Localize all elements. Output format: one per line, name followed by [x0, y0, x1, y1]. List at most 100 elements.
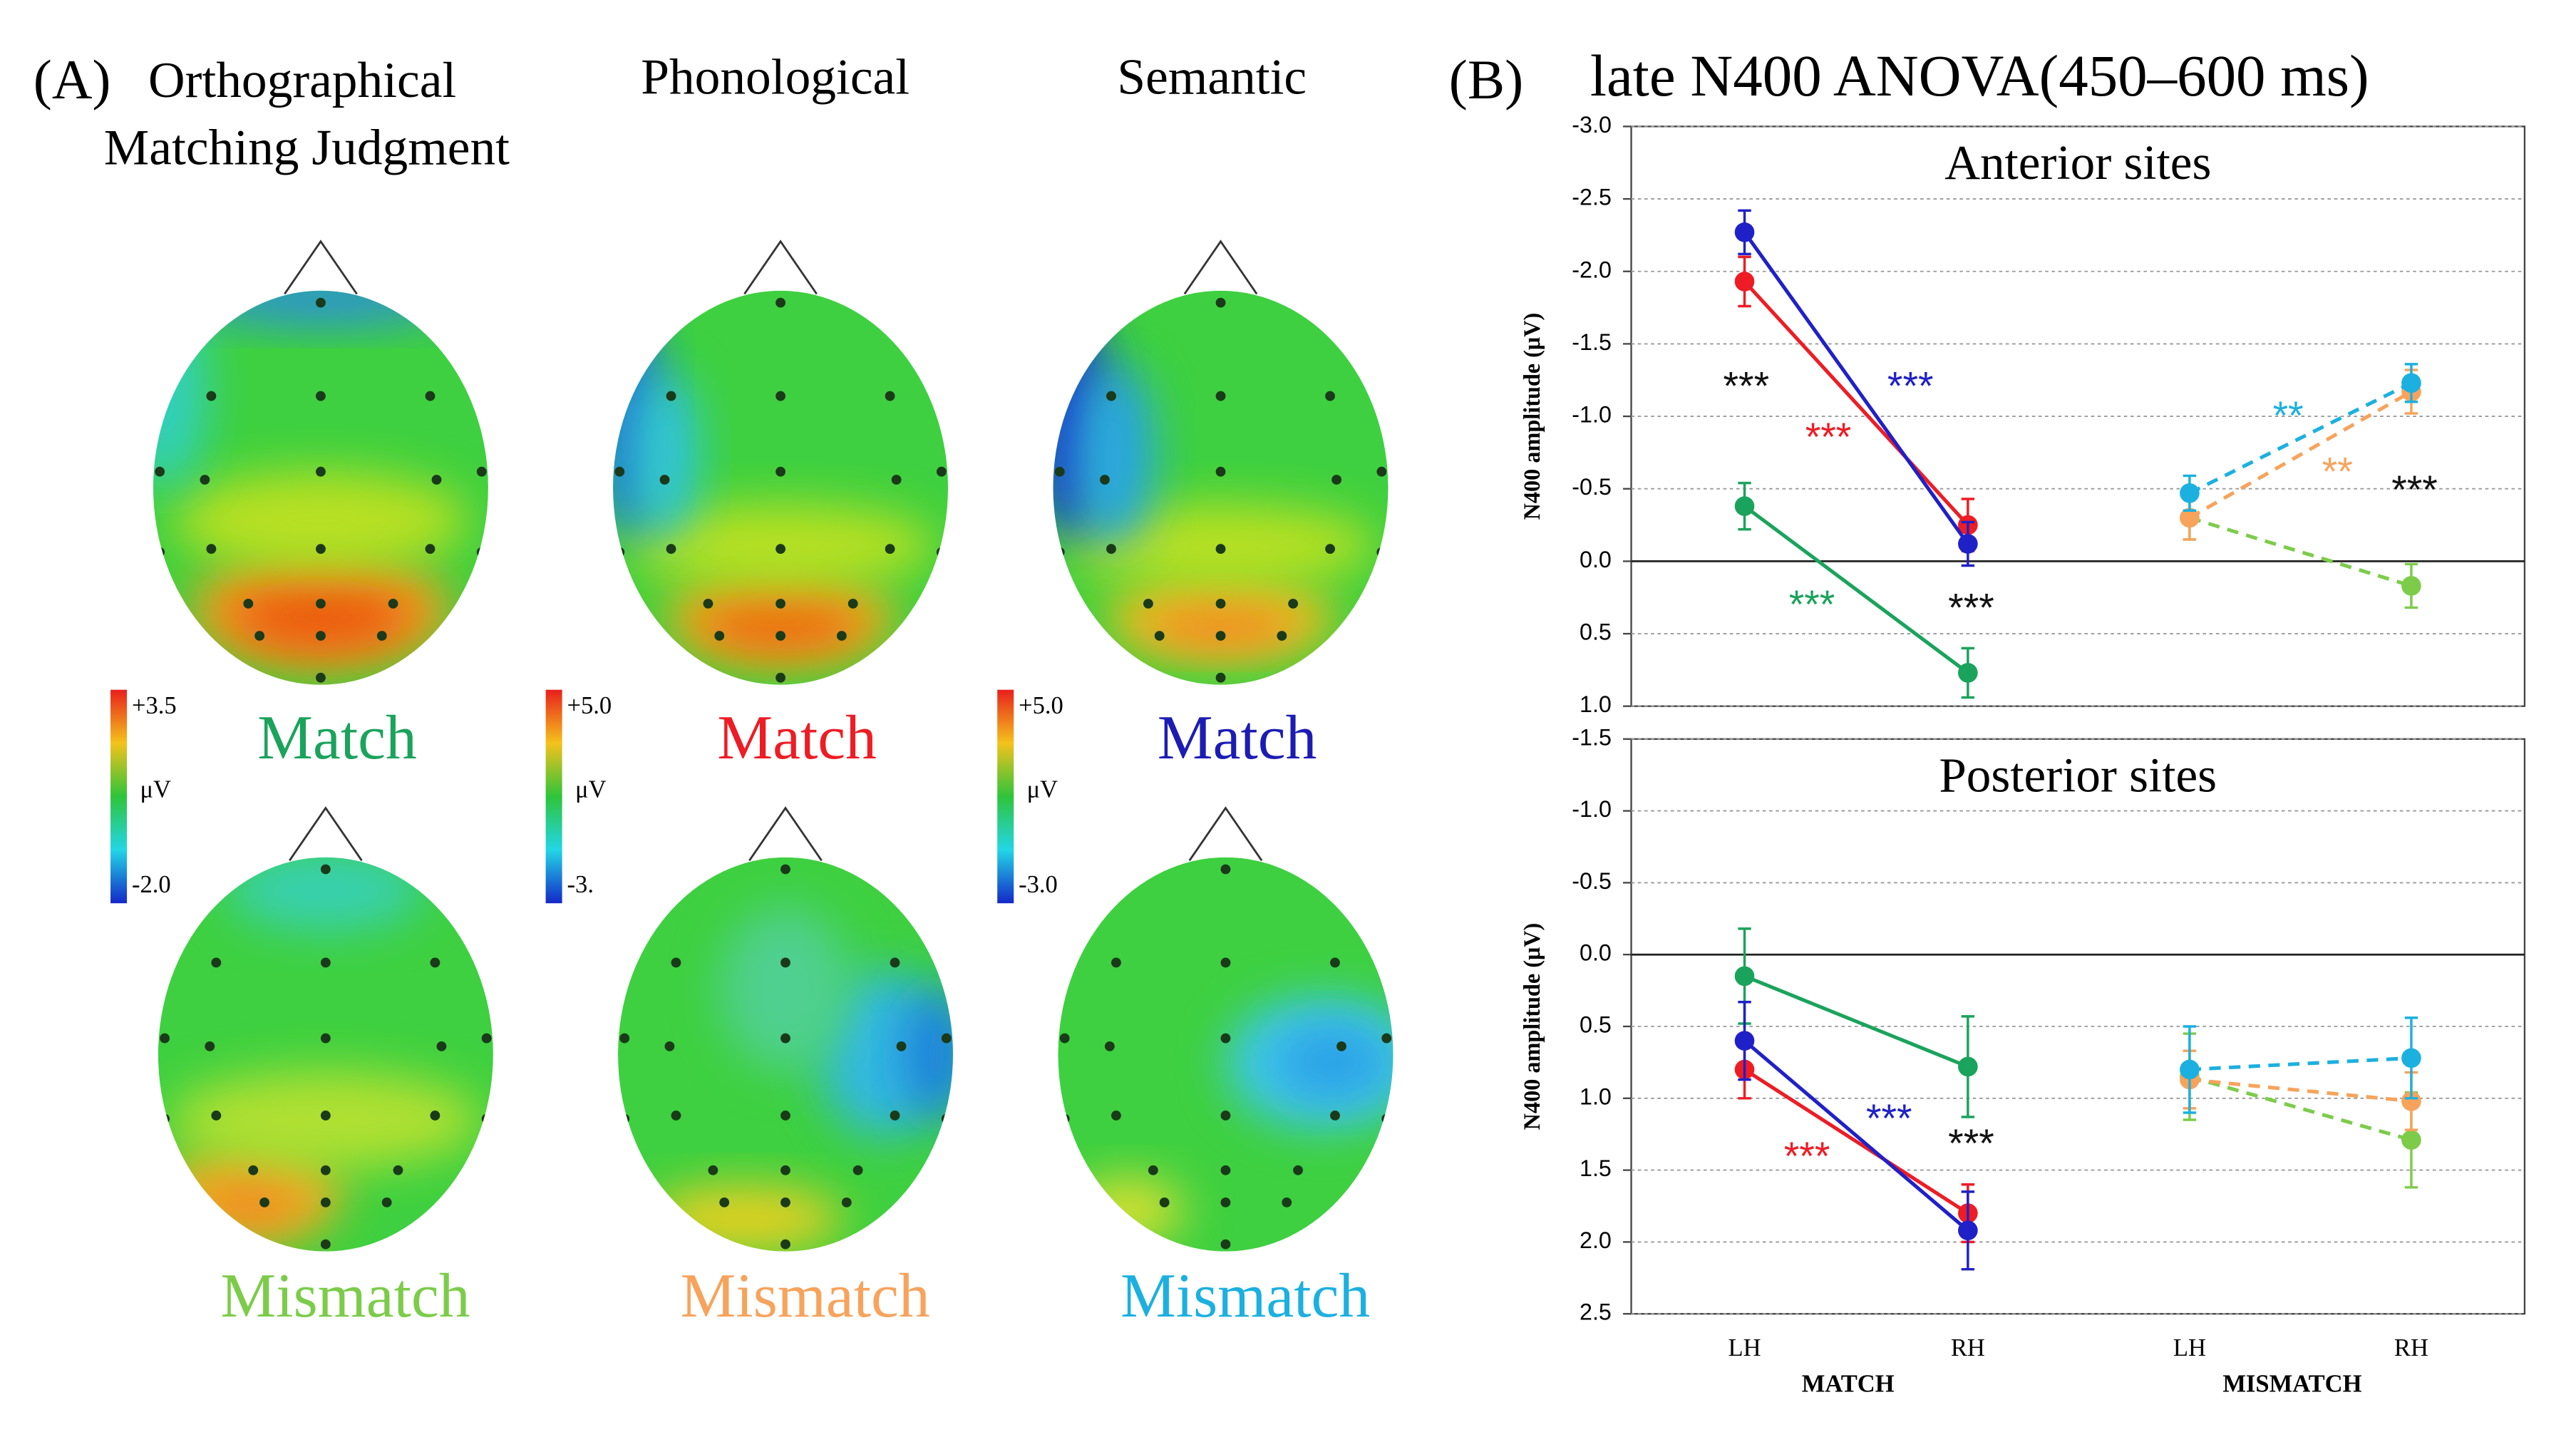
electrode — [1352, 631, 1363, 641]
electrode — [184, 1197, 194, 1207]
electrode — [430, 1111, 441, 1121]
nose — [284, 240, 358, 295]
electrode — [1277, 631, 1287, 641]
data-point — [1958, 1056, 1978, 1077]
electrode — [869, 1239, 880, 1250]
colorbar-unit: μV — [1027, 776, 1058, 803]
electrode — [1100, 475, 1110, 485]
electrode — [1215, 672, 1226, 683]
electrode — [666, 544, 676, 555]
electrode — [431, 475, 442, 485]
nose — [748, 806, 823, 862]
electrode — [481, 1033, 492, 1044]
scalp-map — [158, 857, 493, 1252]
electrode — [316, 598, 326, 609]
scalp-spot — [227, 857, 425, 932]
electrode — [1357, 1197, 1368, 1207]
electrode — [780, 1239, 790, 1250]
electrode — [1159, 1197, 1170, 1207]
electrode — [1058, 972, 1067, 982]
electrode — [425, 544, 436, 555]
electrode — [1054, 466, 1065, 477]
electrode — [316, 466, 326, 477]
y-axis-label: N400 amplitude (μV) — [1519, 923, 1545, 1130]
data-point — [1734, 222, 1755, 242]
electrode — [1148, 1165, 1158, 1175]
electrode — [206, 544, 217, 555]
data-point — [1734, 496, 1755, 516]
series-line — [1743, 1068, 1969, 1215]
electrode — [780, 1033, 790, 1044]
electrode — [1379, 405, 1389, 416]
y-tick-label: 0.0 — [1580, 547, 1612, 572]
electrode — [1376, 466, 1387, 477]
electrode — [776, 631, 785, 641]
y-tick-label: -1.5 — [1572, 329, 1612, 355]
data-point — [1734, 1031, 1755, 1051]
series-line — [2189, 515, 2412, 588]
y-tick-label: 0.5 — [1580, 1012, 1612, 1038]
electrode — [417, 872, 428, 882]
electrode — [1132, 1239, 1143, 1250]
electrode — [617, 972, 627, 982]
match-label: Match — [717, 703, 877, 772]
scalp-spot — [719, 906, 852, 1071]
panel-a-label: (A) — [34, 48, 111, 110]
significance: *** — [1784, 1134, 1830, 1178]
series-line — [1743, 280, 1969, 527]
electrode — [1384, 972, 1393, 982]
colorbar-max: +5.0 — [1019, 692, 1063, 719]
colorbar — [545, 689, 562, 904]
electrode — [155, 547, 165, 557]
electrode — [780, 957, 790, 968]
significance: *** — [1789, 582, 1835, 627]
electrode — [714, 631, 725, 641]
electrode — [671, 957, 681, 968]
column-title: Semantic — [1117, 49, 1307, 105]
electrode — [1119, 306, 1129, 316]
electrode — [153, 405, 162, 416]
electrode — [224, 872, 235, 882]
electrode — [1220, 1197, 1231, 1207]
electrode — [1376, 547, 1387, 557]
series-line — [1743, 505, 1969, 674]
electrode — [200, 475, 210, 485]
electrode — [644, 1197, 654, 1207]
electrode — [320, 1165, 331, 1175]
scalp-spot — [698, 592, 863, 652]
electrode — [864, 672, 875, 683]
electrode — [917, 1197, 927, 1207]
y-tick-label: -1.0 — [1572, 796, 1612, 822]
electrode — [852, 1165, 863, 1175]
colorbar-max: +5.0 — [567, 692, 612, 719]
electrode — [481, 1113, 492, 1124]
electrode — [1288, 598, 1299, 609]
data-point — [1734, 272, 1755, 292]
electrode — [1304, 672, 1314, 683]
series-line — [1743, 231, 1969, 545]
panel-b-title: late N400 ANOVA(450–600 ms) — [1590, 43, 2369, 108]
y-tick-label: -2.5 — [1572, 185, 1612, 210]
electrode — [936, 547, 947, 557]
electrode — [872, 306, 882, 316]
electrode — [836, 631, 847, 641]
electrode — [1215, 631, 1226, 641]
electrode — [613, 405, 622, 416]
electrode — [1059, 1033, 1070, 1044]
electrode — [639, 631, 649, 641]
scalp-map — [1058, 857, 1393, 1252]
electrode — [1154, 631, 1165, 641]
electrode — [847, 598, 858, 609]
electrode — [1078, 631, 1089, 641]
electrode — [1124, 872, 1134, 882]
colorbar-min: -3.0 — [1019, 871, 1058, 898]
x-group-label: MISMATCH — [2222, 1370, 2361, 1397]
electrode — [1083, 1197, 1094, 1207]
electrode — [877, 872, 887, 882]
electrode — [1106, 544, 1116, 555]
electrode — [841, 1197, 852, 1207]
data-point — [1734, 966, 1755, 987]
y-tick-label: -3.0 — [1572, 112, 1612, 138]
x-tick-label: RH — [2394, 1334, 2428, 1361]
